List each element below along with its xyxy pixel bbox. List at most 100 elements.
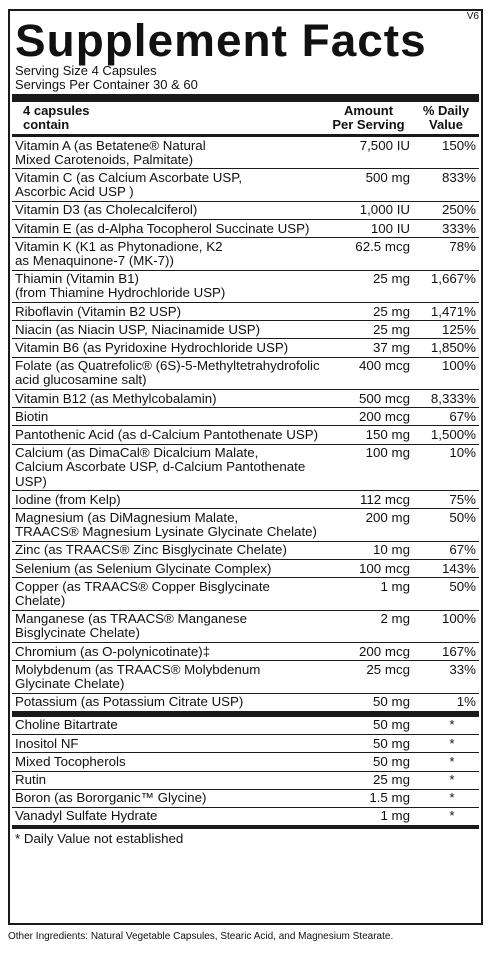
table-row: Zinc (as TRAACS® Zinc Bisglycinate Chela…	[12, 542, 479, 561]
nutrient-daily-value: 150%	[441, 137, 476, 153]
nutrient-name: Zinc (as TRAACS® Zinc Bisglycinate Chela…	[15, 542, 287, 558]
nutrient-daily-value: 1%	[456, 694, 476, 710]
table-row: Biotin 200 mcg 67%	[12, 408, 479, 427]
nutrient-daily-value: 167%	[441, 643, 476, 659]
nutrient-amount: 2 mg	[380, 611, 410, 627]
nutrient-daily-value: 78%	[449, 238, 476, 254]
table-row: Pantothenic Acid (as d-Calcium Pantothen…	[12, 426, 479, 445]
nutrient-daily-value: *	[449, 808, 455, 824]
nutrient-daily-value: 100%	[441, 358, 476, 374]
nutrient-list: Vitamin A (as Betatene® Natural Mixed Ca…	[12, 137, 479, 712]
nutrient-amount: 100 mg	[365, 445, 410, 461]
nutrient-name: Folate (as Quatrefolic® (6S)-5-Methyltet…	[15, 358, 320, 388]
nutrient-daily-value: *	[449, 717, 455, 733]
nutrient-amount: 10 mg	[373, 542, 410, 558]
thick-divider	[12, 94, 479, 102]
nutrient-name: Thiamin (Vitamin B1) (from Thiamine Hydr…	[15, 271, 226, 301]
nutrient-amount: 25 mg	[373, 271, 410, 287]
nutrient-amount: 400 mcg	[359, 358, 410, 374]
nutrient-amount: 1 mg	[380, 808, 410, 824]
panel-title: Supplement Facts	[15, 15, 427, 66]
nutrient-amount: 1.5 mg	[369, 790, 410, 806]
table-row: Manganese (as TRAACS® Manganese Bisglyci…	[12, 611, 479, 644]
nutrient-daily-value: 50%	[449, 509, 476, 525]
nutrient-amount: 500 mg	[365, 169, 410, 185]
table-row: Mixed Tocopherols 50 mg *	[12, 753, 479, 772]
nutrient-daily-value: 143%	[441, 560, 476, 576]
nutrient-amount: 50 mg	[373, 753, 410, 769]
nutrient-name: Potassium (as Potassium Citrate USP)	[15, 694, 244, 710]
header-daily-value: % Daily Value	[422, 103, 470, 132]
nutrient-daily-value: 1,471%	[430, 303, 476, 319]
nutrient-amount: 150 mg	[365, 426, 410, 442]
nutrient-amount: 200 mcg	[359, 643, 410, 659]
nutrient-daily-value: 100%	[441, 611, 476, 627]
nutrient-amount: 100 IU	[370, 220, 410, 236]
nutrient-amount: 100 mcg	[359, 560, 410, 576]
table-row: Selenium (as Selenium Glycinate Complex)…	[12, 560, 479, 579]
table-row: Vitamin B12 (as Methylcobalamin) 500 mcg 8…	[12, 390, 479, 409]
other-nutrient-list: Choline Bitartrate 50 mg * Inositol NF 50 mg…	[12, 717, 479, 827]
table-row: Inositol NF 50 mg *	[12, 735, 479, 754]
table-row: Calcium (as DimaCal® Dicalcium Malate, C…	[12, 445, 479, 492]
nutrient-amount: 112 mcg	[359, 491, 410, 507]
nutrient-daily-value: 250%	[441, 202, 476, 218]
nutrient-name: Riboflavin (Vitamin B2 USP)	[15, 303, 182, 319]
nutrient-daily-value: 10%	[449, 445, 476, 461]
table-row: Folate (as Quatrefolic® (6S)-5-Methyltet…	[12, 358, 479, 391]
nutrient-name: Inositol NF	[15, 735, 79, 751]
nutrient-name: Calcium (as DimaCal® Dicalcium Malate, C…	[15, 445, 306, 489]
table-row: Vanadyl Sulfate Hydrate 1 mg *	[12, 808, 479, 827]
nutrient-amount: 50 mg	[373, 717, 410, 733]
nutrient-daily-value: 1,667%	[430, 271, 476, 287]
nutrient-amount: 50 mg	[373, 735, 410, 751]
table-row: Vitamin E (as d-Alpha Tocopherol Succina…	[12, 220, 479, 239]
nutrient-name: Vanadyl Sulfate Hydrate	[15, 808, 158, 824]
nutrient-name: Vitamin B12 (as Methylcobalamin)	[15, 390, 217, 406]
serving-size: Serving Size 4 Capsules	[15, 63, 157, 78]
nutrient-amount: 1 mg	[380, 578, 410, 594]
nutrient-daily-value: *	[449, 772, 455, 788]
section-divider	[12, 711, 479, 717]
table-row: Vitamin C (as Calcium Ascorbate USP, Asc…	[12, 169, 479, 202]
nutrient-name: Biotin	[15, 408, 49, 424]
nutrient-name: Vitamin A (as Betatene® Natural Mixed Ca…	[15, 137, 206, 167]
table-row: Molybdenum (as TRAACS® Molybdenum Glycin…	[12, 661, 479, 694]
nutrient-name: Copper (as TRAACS® Copper Bisglycinate C…	[15, 578, 270, 608]
servings-per-container: Servings Per Container 30 & 60	[15, 77, 198, 92]
table-row: Vitamin K (K1 as Phytonadione, K2 as Men…	[12, 238, 479, 271]
table-row: Vitamin B6 (as Pyridoxine Hydrochloride …	[12, 339, 479, 358]
nutrient-daily-value: *	[449, 790, 455, 806]
table-row: Potassium (as Potassium Citrate USP) 50 m…	[12, 694, 479, 712]
nutrient-daily-value: 33%	[449, 661, 476, 677]
nutrient-daily-value: 1,850%	[430, 339, 476, 355]
nutrient-daily-value: 67%	[449, 542, 476, 558]
nutrient-amount: 200 mcg	[359, 408, 410, 424]
header-amount: Amount Per Serving	[332, 103, 405, 132]
nutrient-daily-value: 50%	[449, 578, 476, 594]
nutrient-name: Vitamin D3 (as Cholecalciferol)	[15, 202, 198, 218]
nutrient-name: Vitamin E (as d-Alpha Tocopherol Succina…	[15, 220, 310, 236]
nutrient-name: Iodine (from Kelp)	[15, 491, 121, 507]
nutrient-name: Magnesium (as DiMagnesium Malate, TRAACS…	[15, 509, 317, 540]
footnote: * Daily Value not established	[12, 826, 479, 846]
nutrient-daily-value: 75%	[449, 491, 476, 507]
nutrient-daily-value: 125%	[441, 321, 476, 337]
nutrient-amount: 1,000 IU	[359, 202, 410, 218]
table-row: Magnesium (as DiMagnesium Malate, TRAACS…	[12, 509, 479, 542]
nutrient-name: Vitamin C (as Calcium Ascorbate USP, Asc…	[15, 169, 243, 200]
table-row: Vitamin A (as Betatene® Natural Mixed Ca…	[12, 137, 479, 170]
nutrient-name: Vitamin B6 (as Pyridoxine Hydrochloride …	[15, 339, 289, 355]
nutrient-amount: 200 mg	[365, 509, 410, 525]
table-row: Choline Bitartrate 50 mg *	[12, 717, 479, 736]
nutrient-daily-value: 333%	[441, 220, 476, 236]
table-row: Rutin 25 mg *	[12, 772, 479, 790]
nutrient-name: Pantothenic Acid (as d-Calcium Pantothen…	[15, 426, 319, 442]
nutrient-name: Choline Bitartrate	[15, 717, 118, 733]
table-row: Riboflavin (Vitamin B2 USP) 25 mg 1,471%	[12, 303, 479, 322]
nutrient-amount: 25 mg	[373, 321, 410, 337]
nutrient-amount: 25 mg	[373, 772, 410, 788]
table-header: 4 capsules contain Amount Per Serving % …	[12, 102, 479, 137]
version-label: V6	[466, 11, 479, 22]
nutrient-name: Rutin	[15, 772, 47, 788]
